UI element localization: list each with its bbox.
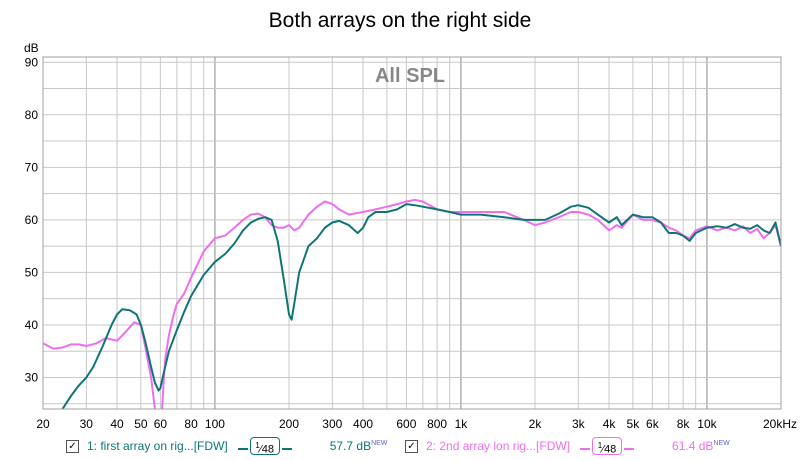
y-tick-label: 70 <box>25 160 39 174</box>
x-tick-label: 20 <box>36 417 50 431</box>
level-text: 57.7 dB <box>329 439 372 453</box>
smoothing-control[interactable]: 1⁄48 <box>237 436 292 456</box>
level-value: 57.7 dBNEW <box>330 439 388 453</box>
series-layer <box>43 198 781 409</box>
x-tick-label: 80 <box>184 417 198 431</box>
x-tick-label: 3k <box>572 417 586 431</box>
y-tick-label: 40 <box>25 318 39 332</box>
y-tick-label: 60 <box>25 213 39 227</box>
plot-annotation: All SPL <box>375 65 445 87</box>
new-tag: NEW <box>371 440 388 447</box>
legend: ✓ 1: first array on rig...[FDW] 1⁄48 57.… <box>0 436 800 458</box>
x-tick-label: 30 <box>80 417 94 431</box>
frequency-response-plot: dB All SPL 20 30 40 50 60 80 100 200 300 400 600 80… <box>24 41 797 431</box>
line-swatch <box>624 448 635 451</box>
line-swatch <box>580 448 591 451</box>
x-tick-label: 100 <box>205 417 225 431</box>
y-axis-unit-label: dB <box>24 41 39 55</box>
y-tick-label: 90 <box>25 55 39 69</box>
smoothing-denominator: 48 <box>604 443 617 456</box>
x-tick-label: 800 <box>427 417 447 431</box>
new-tag: NEW <box>713 440 730 447</box>
smoothing-numerator: 1 <box>597 440 603 450</box>
x-tick-label: 4k <box>603 417 617 431</box>
smoothing-badge[interactable]: 1⁄48 <box>592 436 623 456</box>
x-tick-label: 20kHz <box>763 417 797 431</box>
y-tick-label: 50 <box>25 265 39 279</box>
series-line-1 <box>61 203 781 409</box>
x-tick-label: 10k <box>697 417 717 431</box>
x-tick-label: 60 <box>154 417 168 431</box>
y-tick-label: 30 <box>25 370 39 384</box>
smoothing-control[interactable]: 1⁄48 <box>580 436 635 456</box>
x-tick-label: 40 <box>110 417 124 431</box>
x-tick-label: 200 <box>279 417 299 431</box>
chart-title: Both arrays on the right side <box>268 9 532 32</box>
line-swatch <box>237 448 248 451</box>
y-tick-label: 80 <box>25 108 39 122</box>
checkbox-icon[interactable]: ✓ <box>405 439 418 453</box>
level-value: 61.4 dBNEW <box>672 439 730 453</box>
series-line-2 <box>43 198 781 409</box>
x-tick-label: 1k <box>455 417 469 431</box>
checkbox-icon[interactable]: ✓ <box>66 439 79 453</box>
legend-item-2[interactable]: ✓ 2: 2nd array lon rig...[FDW] 1⁄48 61.4… <box>405 436 730 456</box>
x-tick-label: 2k <box>529 417 543 431</box>
x-tick-label: 50 <box>134 417 148 431</box>
smoothing-denominator: 48 <box>261 443 274 456</box>
x-tick-label: 5k <box>627 417 641 431</box>
series-name: 2: 2nd array lon rig...[FDW] <box>426 439 571 453</box>
axis-tick-labels: 20 30 40 50 60 80 100 200 300 400 600 800 1k 2k 3k 4k 5k… <box>25 55 797 431</box>
smoothing-badge[interactable]: 1⁄48 <box>249 436 280 456</box>
x-tick-label: 8k <box>677 417 691 431</box>
smoothing-numerator: 1 <box>255 440 260 450</box>
line-swatch <box>281 448 292 451</box>
x-tick-label: 300 <box>322 417 342 431</box>
grid-lines <box>43 57 781 409</box>
plot-frame <box>42 56 782 410</box>
legend-item-1[interactable]: ✓ 1: first array on rig...[FDW] 1⁄48 57.… <box>66 436 387 456</box>
series-name: 1: first array on rig...[FDW] <box>87 439 228 453</box>
level-text: 61.4 dB <box>672 439 714 453</box>
x-tick-label: 400 <box>353 417 373 431</box>
x-tick-label: 6k <box>646 417 660 431</box>
x-tick-label: 600 <box>396 417 416 431</box>
